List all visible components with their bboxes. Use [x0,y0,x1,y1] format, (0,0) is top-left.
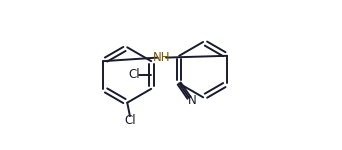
Text: Cl: Cl [124,114,136,126]
Text: N: N [188,94,197,107]
Text: Cl: Cl [129,69,140,81]
Text: NH: NH [153,51,170,64]
